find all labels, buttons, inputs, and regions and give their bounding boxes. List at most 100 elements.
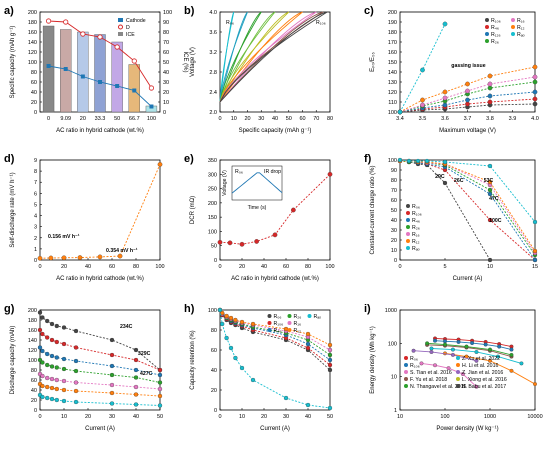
panel-g-ytick-label: 60 bbox=[31, 378, 37, 384]
panel-i-legend-entry: H. Li et al. 2016 bbox=[462, 363, 498, 369]
panel-i-point bbox=[495, 354, 500, 359]
panel-d-point bbox=[61, 255, 67, 261]
panel-g-point bbox=[37, 310, 43, 315]
panel-c-point bbox=[397, 109, 403, 115]
panel-d-ylabel: Self-discharge rate (mV h⁻¹) bbox=[10, 172, 16, 247]
panel-g-point bbox=[73, 328, 79, 334]
panel-e-xtick-label: 0 bbox=[218, 264, 221, 270]
panel-e-point bbox=[327, 171, 333, 177]
panel-g-line bbox=[39, 312, 161, 371]
panel-e-point bbox=[217, 239, 223, 245]
panel-h-xtick-label: 50 bbox=[327, 414, 333, 420]
panel-b-ytick-label: 3.2 bbox=[209, 50, 217, 56]
panel-a-cathode-point bbox=[63, 67, 68, 71]
panel-c-ytick-label: 170 bbox=[388, 40, 397, 46]
panel-b-curve bbox=[219, 11, 324, 103]
panel-i-point bbox=[470, 341, 475, 345]
panel-i-point bbox=[429, 346, 434, 351]
panel-c-legend-marker bbox=[485, 25, 489, 29]
panel-d-ytick-label: 1 bbox=[34, 247, 37, 253]
panel-i-legend-marker bbox=[404, 363, 408, 367]
panel-i-label: i) bbox=[364, 303, 371, 315]
panel-a-right-ytick-label: 50 bbox=[163, 60, 169, 66]
panel-f-annotation: 100C bbox=[489, 218, 502, 224]
panel-a-right-ytick-label: 0 bbox=[163, 110, 166, 116]
panel-e-ytick-label: 0 bbox=[214, 258, 217, 264]
panel-d-ytick-label: 2 bbox=[34, 236, 37, 242]
panel-g-point bbox=[109, 372, 115, 378]
panel-d-annotation: 0.354 mV h⁻¹ bbox=[106, 248, 138, 254]
panel-e-ytick-label: 150 bbox=[208, 215, 217, 221]
panel-f-ytick-label: 60 bbox=[391, 198, 397, 204]
panel-g-point bbox=[37, 327, 43, 333]
panel-e-inset-label: R₀₆ bbox=[235, 169, 243, 175]
panel-c-xtick-label: 4.0 bbox=[531, 116, 539, 122]
panel-h-ytick-label: 40 bbox=[211, 368, 217, 374]
panel-d-ytick-label: 8 bbox=[34, 169, 37, 175]
panel-a-d-point bbox=[148, 85, 155, 91]
panel-c-point bbox=[420, 97, 425, 103]
panel-f-legend-marker bbox=[406, 218, 410, 222]
panel-b-xtick-label: 70 bbox=[313, 116, 319, 122]
panel-c-ytick-label: 110 bbox=[388, 100, 397, 106]
panel-e-inset-curve bbox=[231, 172, 283, 194]
panel-g-point bbox=[54, 377, 59, 383]
panel-h-legend-entry: R₂₆ bbox=[294, 314, 302, 320]
panel-g-point bbox=[133, 384, 139, 390]
panel-h-legend-entry: R₁₆ bbox=[294, 321, 302, 327]
panel-i-point bbox=[446, 366, 451, 371]
panel-c-point bbox=[442, 89, 448, 95]
panel-i-point bbox=[497, 344, 502, 349]
panel-i-legend-marker bbox=[456, 384, 460, 388]
panel-d-line bbox=[39, 164, 161, 259]
panel-h-point bbox=[233, 317, 238, 323]
panel-a-legend-marker bbox=[118, 18, 123, 22]
panel-b-label: R₀₆ bbox=[226, 20, 234, 26]
panel-c-xtick-label: 3.6 bbox=[441, 116, 449, 122]
panel-a-ytick-label: 40 bbox=[31, 90, 37, 96]
panel-i-point bbox=[433, 338, 437, 343]
panel-a-legend-entry: ICE bbox=[126, 32, 135, 38]
panel-h-legend-marker bbox=[267, 328, 272, 332]
panel-f-legend-marker bbox=[406, 204, 410, 208]
panel-a-cathode-point bbox=[80, 74, 85, 79]
panel-i-point bbox=[488, 347, 492, 352]
panel-g-annotation: 427C bbox=[140, 371, 153, 377]
panel-f-point bbox=[487, 187, 493, 193]
panel-d-xtick-label: 100 bbox=[155, 264, 164, 270]
panel-i-point bbox=[425, 341, 430, 346]
panel-a-right-ytick-label: 30 bbox=[163, 80, 169, 86]
panel-e-ytick-label: 350 bbox=[208, 158, 217, 164]
panel-g: g) Current (A) Discharge capacity (mAh) 0 10… bbox=[4, 303, 163, 432]
panel-g-point bbox=[133, 375, 139, 380]
panel-g-point bbox=[37, 345, 43, 350]
panel-c-xtick-label: 3.9 bbox=[509, 116, 517, 122]
panel-a-ytick-label: 100 bbox=[28, 60, 37, 66]
panel-i-legend-entry: Z. Jian et al. 2016 bbox=[462, 370, 503, 376]
panel-g-ytick-label: 0 bbox=[34, 408, 37, 414]
panel-a-ytick-label: 120 bbox=[28, 50, 37, 56]
panel-a: a) AC ratio in hybrid cathode (wt.%) Speci… bbox=[4, 5, 188, 134]
panel-h-ytick-label: 20 bbox=[211, 388, 217, 394]
panel-h-xtick-label: 30 bbox=[283, 414, 289, 420]
panel-a-right-ytick-label: 100 bbox=[163, 10, 172, 16]
panel-i-point bbox=[464, 344, 469, 349]
panel-d-point bbox=[37, 255, 43, 261]
panel-i-ytick-label: 1000 bbox=[385, 308, 397, 314]
panel-c-ytick-label: 150 bbox=[388, 60, 397, 66]
panel-g-point bbox=[109, 401, 115, 406]
panel-g-point bbox=[49, 364, 55, 369]
panel-c-line bbox=[399, 76, 536, 113]
panel-f-legend-marker bbox=[406, 232, 410, 236]
panel-f-point bbox=[487, 163, 493, 169]
panel-g-point bbox=[157, 372, 163, 378]
panel-d-label: d) bbox=[4, 153, 15, 165]
panel-i-point bbox=[433, 363, 437, 368]
panel-h-point bbox=[327, 357, 333, 363]
panel-e-label: e) bbox=[184, 153, 194, 165]
panel-f-point bbox=[442, 180, 448, 186]
panel-a-right-ytick-label: 60 bbox=[163, 50, 169, 56]
panel-f-point bbox=[406, 158, 412, 164]
panel-c-label: c) bbox=[364, 5, 374, 17]
panel-h-point bbox=[220, 310, 225, 316]
